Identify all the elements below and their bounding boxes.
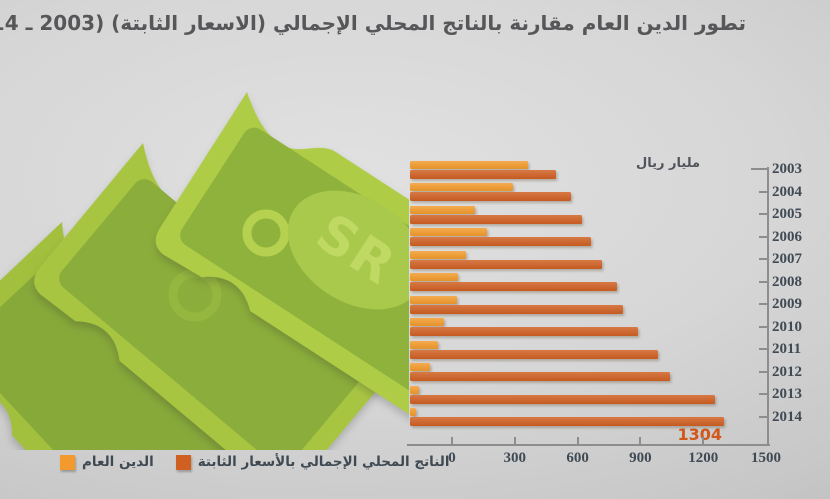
- x-tick-1200: [702, 437, 705, 445]
- bar-debt-2005: [410, 205, 475, 214]
- year-label-2007: 2007: [772, 251, 802, 267]
- year-tick-2010: [759, 325, 768, 328]
- year-tick-2005: [759, 213, 768, 215]
- bar-debt-2009: [410, 295, 457, 304]
- year-label-2005: 2005: [772, 206, 802, 222]
- gdp-legend-label: الناتج المحلي الإجمالي بالأسعار الثابتة: [197, 454, 450, 470]
- bar-gdp-2013: [410, 394, 715, 404]
- bar-gdp-2003: [410, 169, 556, 179]
- x-tick-300: [513, 437, 516, 445]
- bar-debt-2014: [410, 408, 416, 416]
- banknotes-illustration: SR: [0, 92, 409, 450]
- bar-debt-2004: [410, 183, 513, 191]
- x-tick-label-0: 0: [448, 450, 456, 466]
- x-tick-label-900: 900: [629, 450, 652, 466]
- x-tick-900: [639, 437, 642, 445]
- bar-gdp-2007: [410, 259, 602, 269]
- bar-debt-2003: [410, 160, 528, 169]
- gdp-swatch: [175, 454, 191, 470]
- bar-debt-2011: [410, 340, 438, 349]
- x-tick-label-1200: 1200: [688, 450, 719, 466]
- bar-gdp-2010: [410, 327, 638, 336]
- year-label-2014: 2014: [772, 408, 802, 425]
- circle-emblem: [242, 209, 290, 257]
- year-label-2008: 2008: [772, 273, 802, 290]
- year-tick-2013: [759, 393, 768, 395]
- year-label-2011: 2011: [772, 341, 802, 357]
- value-axis-line: [407, 444, 770, 446]
- bar-debt-2013: [410, 385, 419, 394]
- bar-debt-2006: [410, 228, 487, 236]
- year-label-2012: 2012: [772, 363, 802, 380]
- year-label-2006: 2006: [772, 228, 802, 245]
- year-tick-2014: [759, 415, 768, 418]
- legend-item-gdp: الناتج المحلي الإجمالي بالأسعار الثابتة: [175, 454, 450, 470]
- year-label-2009: 2009: [772, 296, 802, 312]
- legend-item-debt: الدين العام: [60, 454, 154, 470]
- bar-debt-2007: [410, 250, 466, 259]
- bar-debt-2008: [410, 273, 458, 281]
- year-tick-2003: [751, 168, 768, 170]
- year-tick-2009: [759, 303, 768, 305]
- x-tick-label-600: 600: [566, 450, 589, 466]
- bar-debt-2012: [410, 363, 430, 371]
- gdp-annotation: 1304: [677, 424, 722, 444]
- year-tick-2004: [759, 190, 768, 193]
- year-label-2004: 2004: [772, 183, 802, 200]
- x-tick-label-1500: 1500: [751, 450, 781, 466]
- year-tick-2011: [759, 348, 768, 350]
- sr-oval: [287, 190, 409, 310]
- bar-gdp-2008: [410, 282, 617, 291]
- debt-legend-label: الدين العام: [82, 454, 154, 470]
- bar-gdp-2014: [410, 417, 724, 426]
- year-tick-2007: [759, 258, 768, 260]
- page-title: تطور الدين العام مقارنة بالناتج المحلي ا…: [0, 11, 746, 35]
- bar-gdp-2009: [410, 304, 623, 314]
- bar-gdp-2011: [410, 349, 658, 359]
- bar-gdp-2005: [410, 214, 582, 224]
- bar-gdp-2004: [410, 192, 571, 201]
- year-label-2003: 2003: [772, 161, 802, 177]
- bar-gdp-2006: [410, 237, 591, 246]
- unit-label: مليار ريال: [636, 156, 701, 171]
- bar-debt-2010: [410, 318, 444, 326]
- year-axis-line: [767, 167, 769, 446]
- year-tick-2008: [759, 280, 768, 283]
- year-tick-2006: [759, 235, 768, 238]
- banknote-middle: [34, 143, 393, 450]
- x-tick-600: [576, 437, 579, 445]
- x-tick-0: [451, 437, 453, 445]
- year-label-2013: 2013: [772, 386, 802, 402]
- year-label-2010: 2010: [772, 318, 802, 335]
- year-tick-2012: [759, 370, 768, 373]
- banknote-back: [0, 222, 284, 450]
- debt-swatch: [60, 454, 75, 470]
- bar-gdp-2012: [410, 372, 670, 381]
- x-tick-label-300: 300: [503, 450, 527, 466]
- legend: الدين العام الناتج المحلي الإجمالي بالأس…: [60, 454, 449, 470]
